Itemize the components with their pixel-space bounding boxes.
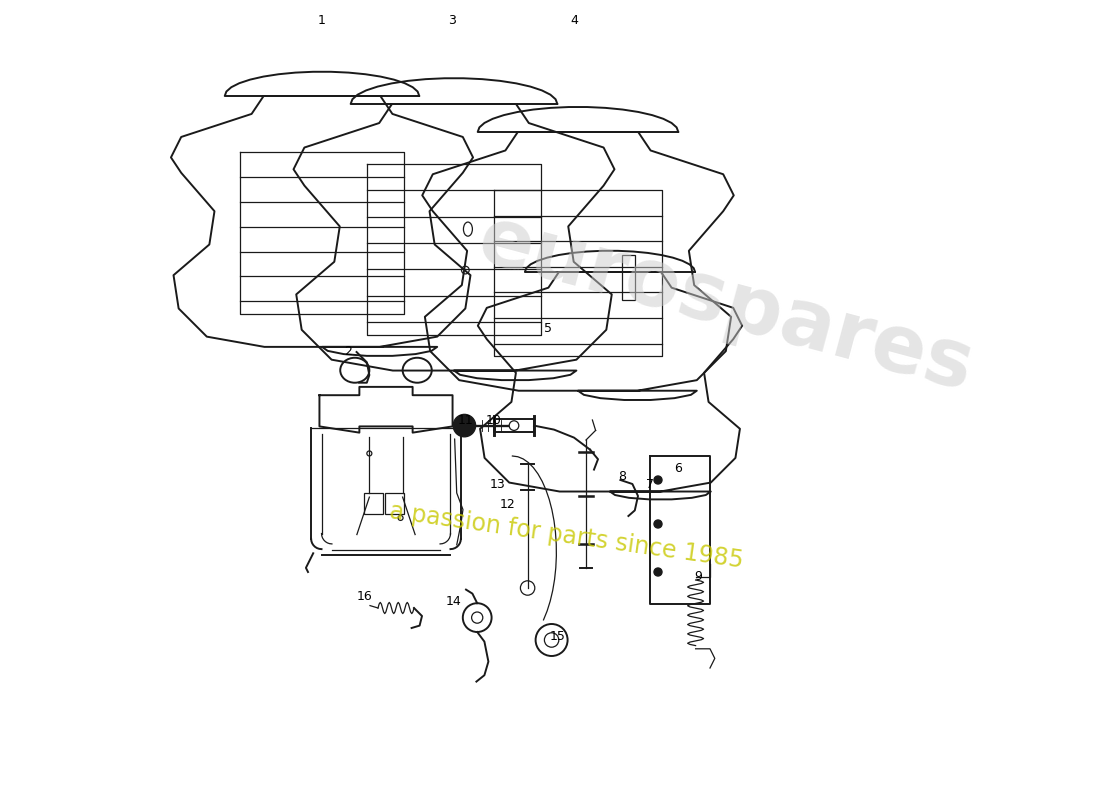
Text: 3: 3 <box>449 14 456 26</box>
Text: 8: 8 <box>618 470 626 482</box>
Circle shape <box>654 476 662 484</box>
Text: 10: 10 <box>486 414 502 426</box>
Text: 14: 14 <box>447 595 462 608</box>
Text: 15: 15 <box>550 630 565 642</box>
Bar <box>364 493 383 514</box>
Text: 16: 16 <box>356 590 372 602</box>
Bar <box>623 254 635 299</box>
Text: 9: 9 <box>694 570 702 582</box>
Text: eurospares: eurospares <box>470 200 982 408</box>
Text: 2: 2 <box>344 346 352 358</box>
Text: 4: 4 <box>570 14 578 26</box>
Circle shape <box>654 520 662 528</box>
Text: 12: 12 <box>499 498 516 510</box>
Circle shape <box>654 568 662 576</box>
Text: a passion for parts since 1985: a passion for parts since 1985 <box>387 499 745 573</box>
Text: 5: 5 <box>544 322 552 334</box>
Text: 7: 7 <box>646 478 654 490</box>
Text: 13: 13 <box>491 478 506 490</box>
Text: 11: 11 <box>458 414 474 426</box>
Bar <box>494 419 534 432</box>
Bar <box>385 493 404 514</box>
Circle shape <box>453 414 475 437</box>
Text: 1: 1 <box>318 14 326 26</box>
Text: 6: 6 <box>674 462 682 474</box>
